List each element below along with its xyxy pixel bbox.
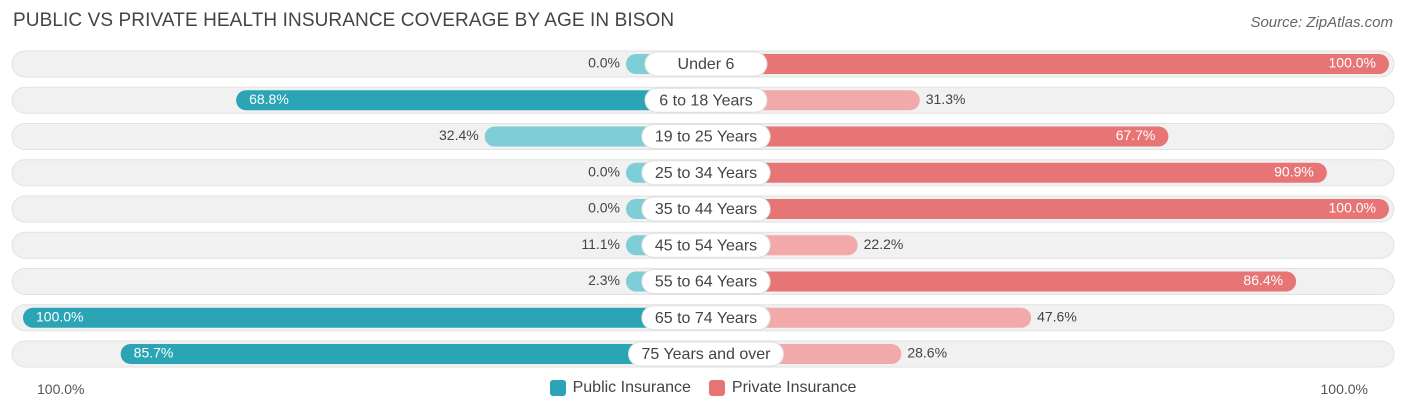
- bar-private: [706, 307, 1032, 328]
- legend-swatch-private: [708, 380, 725, 396]
- value-label-public: 68.8%: [249, 91, 289, 107]
- value-label-private: 31.3%: [926, 91, 966, 107]
- category-pill: [641, 305, 771, 331]
- value-label-private: 22.2%: [864, 236, 904, 252]
- category-label: 35 to 44 Years: [655, 201, 757, 218]
- category-pill: [641, 269, 771, 294]
- legend-item-private[interactable]: Private Insurance: [708, 379, 857, 397]
- chart-title: PUBLIC VS PRIVATE HEALTH INSURANCE COVER…: [13, 10, 675, 31]
- value-label-private: 67.7%: [1116, 127, 1156, 143]
- category-pill: [641, 196, 771, 222]
- bar-private: [706, 126, 1169, 147]
- category-label: Under 6: [678, 56, 735, 73]
- value-label-public: 11.1%: [581, 236, 620, 252]
- category-pill: [641, 160, 771, 186]
- bar-private: [706, 54, 1389, 74]
- value-label-private: 90.9%: [1274, 163, 1314, 179]
- legend-item-public[interactable]: Public Insurance: [549, 379, 691, 397]
- bar-private: [706, 199, 1389, 219]
- axis-right-label: 100.0%: [1320, 381, 1368, 397]
- category-pill: [644, 51, 768, 77]
- bar-public: [23, 307, 706, 328]
- value-label-public: 0.0%: [588, 163, 620, 179]
- bar-private: [706, 162, 1327, 183]
- category-label: 65 to 74 Years: [655, 310, 757, 327]
- value-label-public: 0.0%: [588, 55, 620, 71]
- category-label: 45 to 54 Years: [655, 237, 757, 254]
- value-label-public: 100.0%: [36, 308, 83, 324]
- bar-public: [236, 90, 706, 111]
- category-label: 25 to 34 Years: [655, 165, 757, 182]
- value-label-public: 0.0%: [588, 200, 620, 216]
- value-label-public: 32.4%: [439, 127, 479, 143]
- value-label-private: 100.0%: [1329, 200, 1376, 216]
- category-label: 19 to 25 Years: [655, 129, 757, 146]
- category-label: 75 Years and over: [642, 346, 772, 363]
- category-label: 55 to 64 Years: [655, 274, 757, 291]
- category-pill: [628, 341, 784, 367]
- legend-label-private: Private Insurance: [731, 379, 857, 396]
- value-label-private: 100.0%: [1329, 55, 1376, 71]
- value-label-private: 28.6%: [907, 345, 947, 361]
- category-pill: [641, 232, 771, 258]
- bar-private: [706, 271, 1297, 292]
- bar-public: [120, 344, 706, 364]
- value-label-private: 47.6%: [1037, 308, 1077, 324]
- value-label-public: 2.3%: [588, 272, 620, 288]
- category-label: 6 to 18 Years: [659, 92, 752, 109]
- value-label-public: 85.7%: [134, 345, 174, 361]
- legend-label-public: Public Insurance: [572, 379, 691, 396]
- chart-plot-area: 0.0% 100.0% Under 6 68.8% 31.3% 6 to 18 Years…: [11, 50, 1395, 368]
- value-label-private: 86.4%: [1243, 272, 1283, 288]
- chart-legend: Public Insurance Private Insurance: [0, 379, 1406, 397]
- category-pill: [644, 87, 768, 113]
- legend-swatch-public: [549, 380, 566, 396]
- chart-source: Source: ZipAtlas.com: [1250, 14, 1393, 31]
- axis-left-label: 100.0%: [37, 381, 85, 397]
- category-pill: [641, 124, 771, 149]
